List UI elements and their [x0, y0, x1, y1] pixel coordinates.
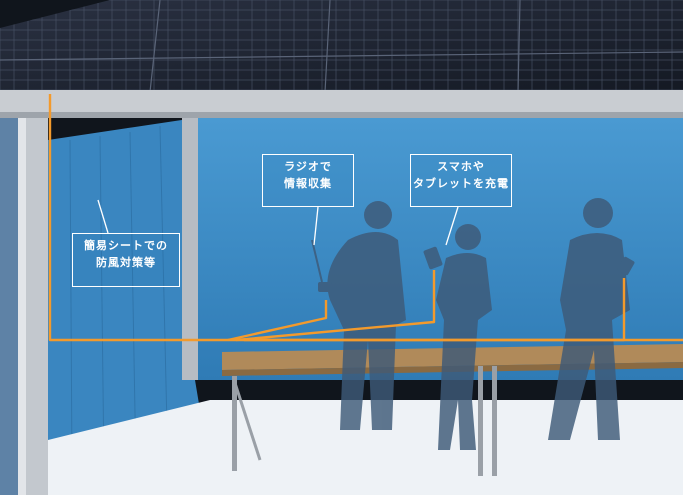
radio-callout-line2: 情報収集: [284, 177, 332, 190]
radio-callout: ラジオで 情報収集: [262, 154, 354, 207]
charging-callout-line1: スマホや: [437, 160, 485, 173]
callout-pointers: [97, 199, 459, 246]
radio-callout-line1: ラジオで: [284, 160, 332, 173]
rear-post: [182, 118, 198, 380]
windbreak-callout: 簡易シートでの 防風対策等: [72, 233, 180, 287]
windbreak-callout-line1: 簡易シートでの: [84, 239, 168, 252]
people-silhouettes: [311, 198, 635, 450]
solar-panels: [0, 0, 683, 93]
floor: [48, 400, 683, 495]
roof-beam: [0, 90, 683, 114]
power-cables: [48, 94, 683, 342]
side-curtain: [48, 118, 210, 470]
charging-callout-line2: タブレットを充電: [413, 177, 509, 190]
windbreak-callout-line2: 防風対策等: [96, 256, 156, 269]
charging-callout: スマホや タブレットを充電: [410, 154, 512, 207]
